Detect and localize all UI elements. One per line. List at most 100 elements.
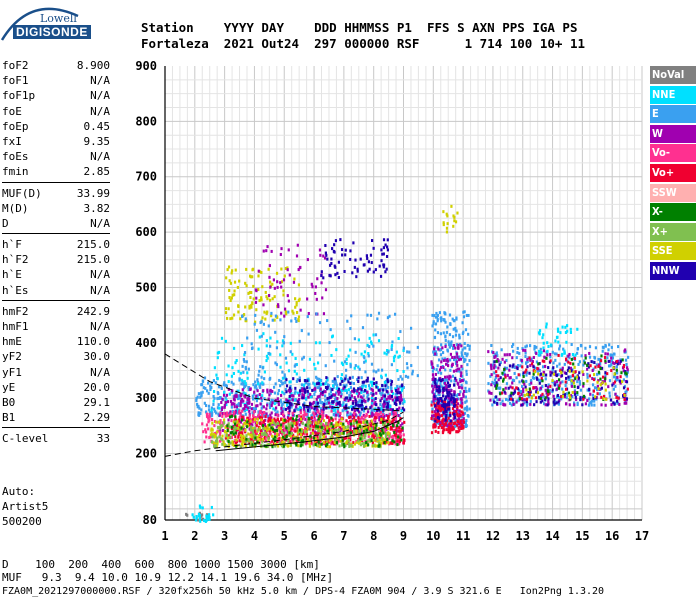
echo-point [244, 365, 247, 369]
param-key: foF2 [2, 59, 29, 72]
echo-point [210, 440, 214, 444]
echo-point [375, 432, 378, 436]
echo-point [461, 401, 464, 405]
echo-point [445, 358, 448, 362]
echo-point [238, 396, 241, 400]
echo-point [367, 384, 371, 388]
echo-point [337, 387, 341, 391]
echo-point [276, 410, 279, 414]
echo-point [295, 423, 298, 427]
echo-point [279, 426, 282, 430]
echo-point [497, 374, 500, 378]
echo-point [581, 370, 584, 374]
echo-point [287, 299, 290, 303]
echo-point [226, 268, 229, 272]
echo-point [455, 343, 458, 347]
echo-point [334, 265, 337, 269]
echo-point [282, 381, 285, 385]
echo-point [460, 364, 463, 368]
echo-point [446, 214, 449, 218]
echo-point [401, 386, 404, 390]
param-value: 20.0 [83, 380, 111, 394]
echo-point [600, 386, 603, 390]
echo-point [592, 378, 596, 382]
echo-point [324, 435, 327, 439]
echo-point [298, 406, 302, 410]
echo-point [335, 413, 338, 417]
echo-point [294, 405, 298, 409]
echo-point [260, 334, 263, 338]
profile-curve [164, 353, 404, 412]
param-separator [2, 181, 110, 183]
echo-point [349, 422, 353, 426]
echo-point [491, 350, 494, 354]
echo-point [456, 355, 459, 359]
echo-point [259, 421, 262, 425]
echo-point [458, 428, 461, 432]
echo-point [298, 379, 301, 383]
echo-point [586, 367, 589, 371]
echo-point [233, 394, 236, 398]
echo-point [219, 430, 222, 434]
echo-point [258, 385, 261, 389]
echo-point [515, 386, 518, 390]
echo-point [212, 433, 216, 437]
echo-point [219, 439, 222, 443]
echo-point [234, 441, 238, 445]
echo-point [437, 421, 440, 425]
echo-point [398, 395, 401, 399]
echo-point [546, 349, 549, 353]
echo-point [392, 359, 396, 363]
echo-point [387, 396, 390, 400]
echo-point [293, 391, 296, 395]
echo-point [496, 398, 499, 402]
echo-point [490, 373, 493, 377]
echo-point [456, 393, 460, 397]
echo-point [456, 414, 460, 418]
echo-point [533, 347, 536, 351]
echo-point [511, 345, 514, 349]
echo-point [282, 341, 285, 345]
echo-point [231, 389, 234, 393]
echo-point [494, 352, 497, 356]
echo-point [341, 432, 344, 436]
echo-point [265, 359, 268, 363]
echo-point [464, 406, 467, 410]
echo-point [321, 432, 325, 436]
echo-point [364, 359, 367, 363]
echo-point [373, 402, 376, 406]
echo-point [254, 385, 257, 389]
echo-point [437, 418, 440, 422]
echo-point [581, 403, 584, 407]
echo-point [387, 441, 390, 445]
echo-point [231, 430, 234, 434]
echo-point [447, 364, 450, 368]
echo-point [333, 428, 337, 432]
echo-point [211, 435, 214, 439]
echo-point [436, 397, 439, 401]
echo-point [304, 413, 307, 417]
echo-point [402, 438, 406, 442]
echo-point [205, 412, 209, 416]
echo-point [449, 411, 452, 415]
echo-point [394, 428, 397, 432]
echo-point [460, 383, 463, 387]
echo-point [253, 429, 256, 433]
y-tick-label: 200 [135, 447, 157, 461]
echo-point [370, 435, 373, 439]
echo-point [504, 375, 507, 379]
echo-point [442, 417, 445, 421]
echo-point [435, 385, 438, 389]
echo-point [354, 427, 358, 431]
echo-point [255, 296, 258, 300]
echo-point [372, 413, 376, 417]
logo-line2: DIGISONDE [13, 25, 91, 39]
echo-point [309, 392, 312, 396]
param-key: foEp [2, 119, 29, 133]
echo-point [242, 427, 245, 431]
echo-point [347, 438, 351, 442]
echo-point [220, 387, 223, 391]
echo-point [600, 403, 603, 407]
echo-point [345, 391, 349, 395]
echo-point [384, 428, 387, 432]
